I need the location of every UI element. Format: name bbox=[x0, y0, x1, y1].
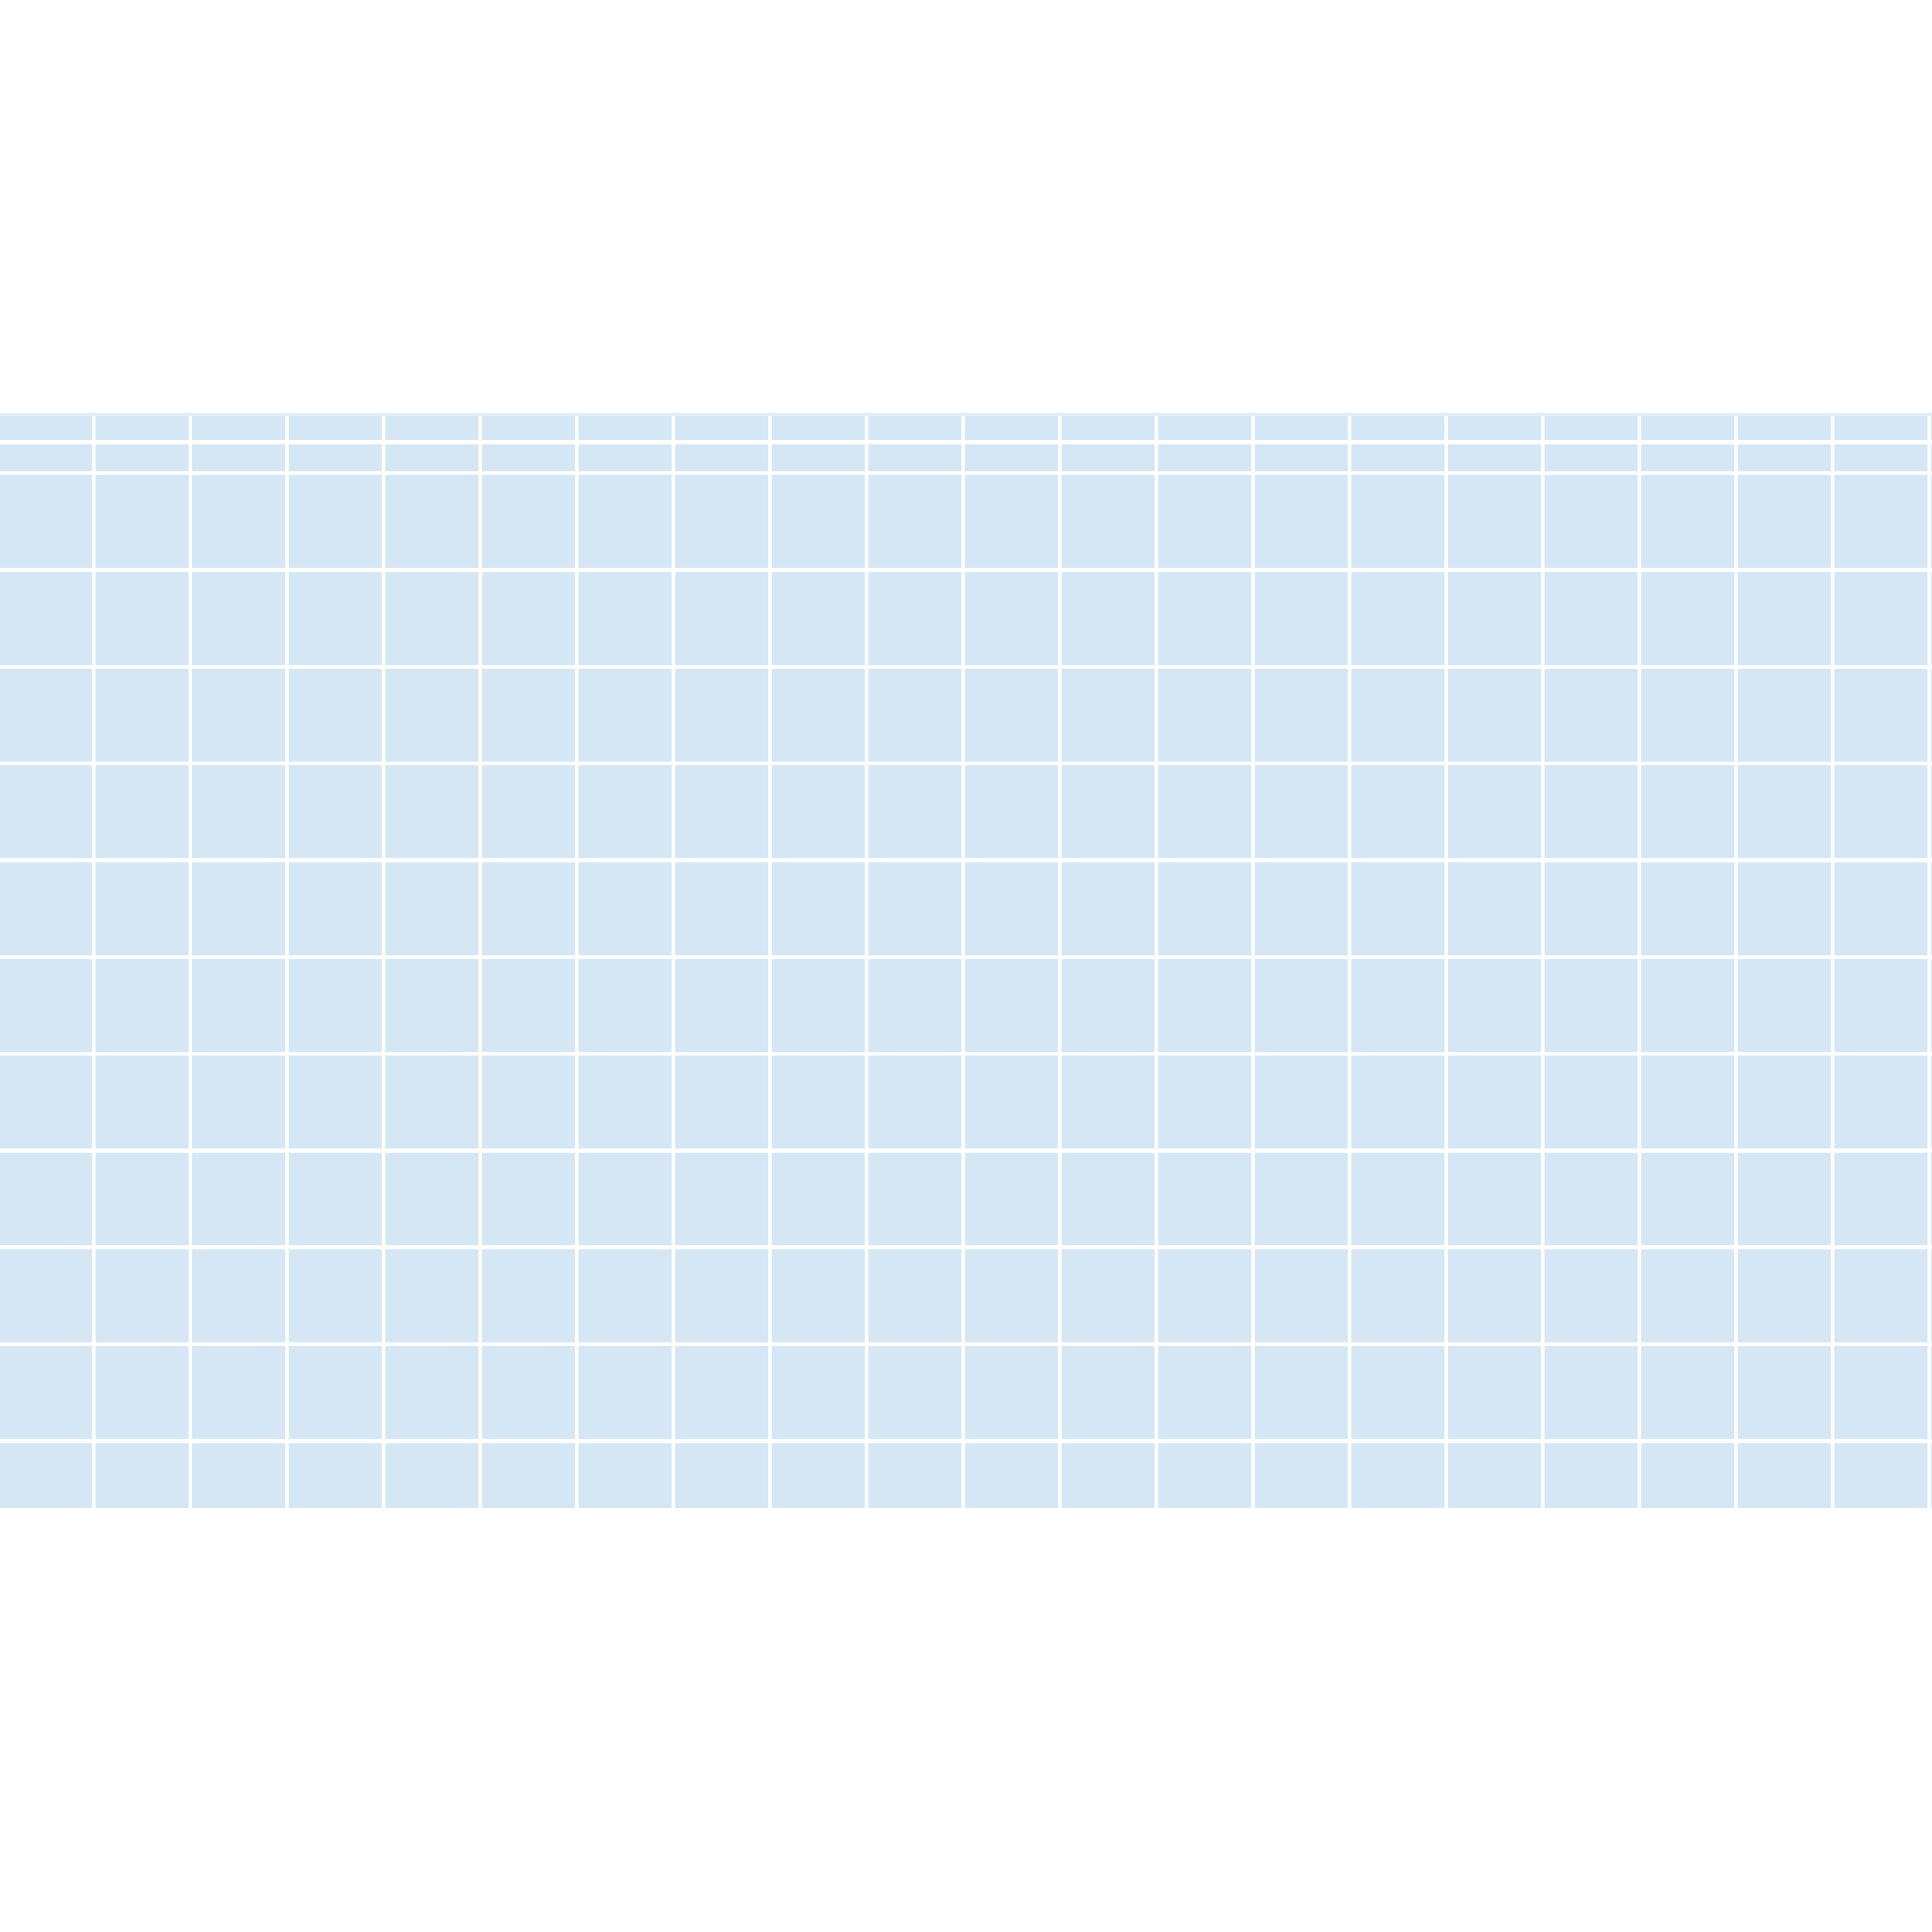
blue-grid-pattern bbox=[0, 413, 1932, 1508]
grid-top-edge bbox=[0, 413, 1932, 416]
